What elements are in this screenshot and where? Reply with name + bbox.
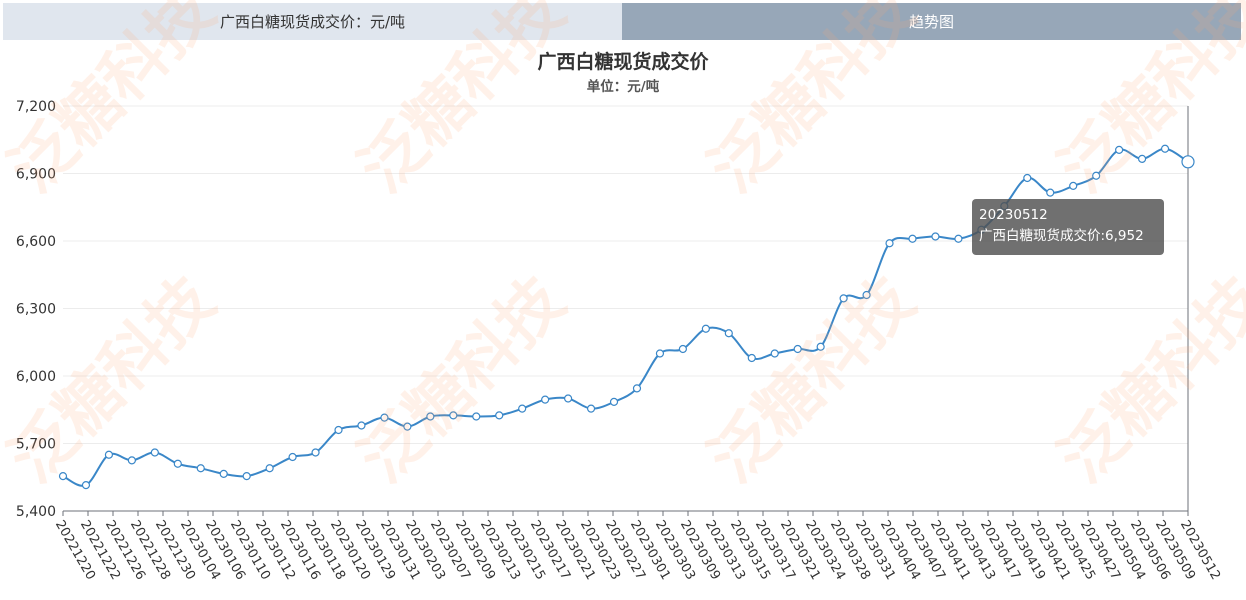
y-tick-label: 6,600 (16, 234, 56, 250)
data-point[interactable] (219, 469, 228, 478)
data-point[interactable] (1181, 155, 1195, 169)
chart-title: 广西白糖现货成交价 (537, 50, 709, 73)
data-point[interactable] (426, 412, 435, 421)
data-point[interactable] (816, 342, 825, 351)
data-point[interactable] (931, 232, 940, 241)
data-point[interactable] (724, 329, 733, 338)
data-point[interactable] (1115, 145, 1124, 154)
data-point[interactable] (380, 413, 389, 422)
data-point[interactable] (1160, 144, 1170, 153)
data-point[interactable] (242, 472, 251, 481)
data-point[interactable] (747, 353, 756, 363)
y-axis: 5,400 5,700 6,000 6,300 6,600 6,900 7,200 (16, 99, 56, 520)
data-point[interactable] (58, 472, 68, 481)
data-point[interactable] (311, 448, 320, 457)
data-point[interactable] (334, 425, 343, 435)
chart-tooltip: 20230512 广西白糖现货成交价:6,952 (972, 199, 1164, 255)
data-point[interactable] (885, 239, 894, 248)
tab-trend-chart[interactable]: 趋势图 (622, 3, 1241, 40)
data-point[interactable] (1092, 171, 1101, 180)
x-axis: 2022122020221222202212262022122820221230… (52, 106, 1223, 583)
y-tick-label: 7,200 (16, 99, 56, 115)
tooltip-value: 广西白糖现货成交价:6,952 (979, 228, 1144, 244)
data-point[interactable] (403, 422, 412, 431)
y-tick-label: 6,000 (16, 369, 56, 385)
data-point[interactable] (564, 394, 573, 403)
data-point[interactable] (541, 395, 550, 404)
data-point[interactable] (862, 290, 871, 300)
data-point[interactable] (150, 448, 159, 457)
data-point[interactable] (127, 456, 136, 465)
data-point[interactable] (655, 349, 665, 358)
data-point[interactable] (954, 234, 963, 243)
data-point[interactable] (472, 412, 481, 421)
data-point[interactable] (770, 349, 779, 358)
data-point[interactable] (586, 404, 596, 413)
data-point[interactable] (1046, 188, 1055, 197)
data-point[interactable] (104, 450, 114, 459)
data-point[interactable] (265, 464, 274, 473)
y-tick-label: 5,400 (16, 504, 56, 520)
data-point[interactable] (1069, 181, 1078, 190)
data-point[interactable] (609, 397, 619, 406)
data-point[interactable] (678, 344, 687, 354)
grid-lines (63, 105, 1188, 444)
data-point[interactable] (495, 411, 504, 420)
y-tick-label: 5,700 (16, 437, 56, 453)
data-point[interactable] (1137, 154, 1147, 163)
data-point[interactable] (839, 294, 848, 303)
data-point[interactable] (908, 234, 917, 243)
y-tick-label: 6,300 (16, 302, 56, 318)
y-tick-label: 6,900 (16, 167, 56, 183)
data-point[interactable] (1023, 173, 1032, 183)
data-point[interactable] (518, 404, 527, 413)
data-point[interactable] (196, 464, 205, 473)
data-point[interactable] (288, 452, 297, 462)
data-point[interactable] (632, 384, 642, 393)
chart-subtitle: 单位：元/吨 (587, 78, 660, 95)
data-point[interactable] (173, 459, 182, 468)
tab-data-table[interactable]: 广西白糖现货成交价：元/吨 (3, 3, 622, 40)
data-point[interactable] (793, 344, 802, 354)
data-point[interactable] (701, 324, 710, 333)
tooltip-date: 20230512 (979, 207, 1048, 223)
data-point[interactable] (449, 411, 458, 420)
data-point[interactable] (81, 481, 91, 490)
tab-bar: 广西白糖现货成交价：元/吨 趋势图 (3, 3, 1241, 40)
data-points (58, 144, 1195, 490)
data-point[interactable] (357, 421, 366, 430)
